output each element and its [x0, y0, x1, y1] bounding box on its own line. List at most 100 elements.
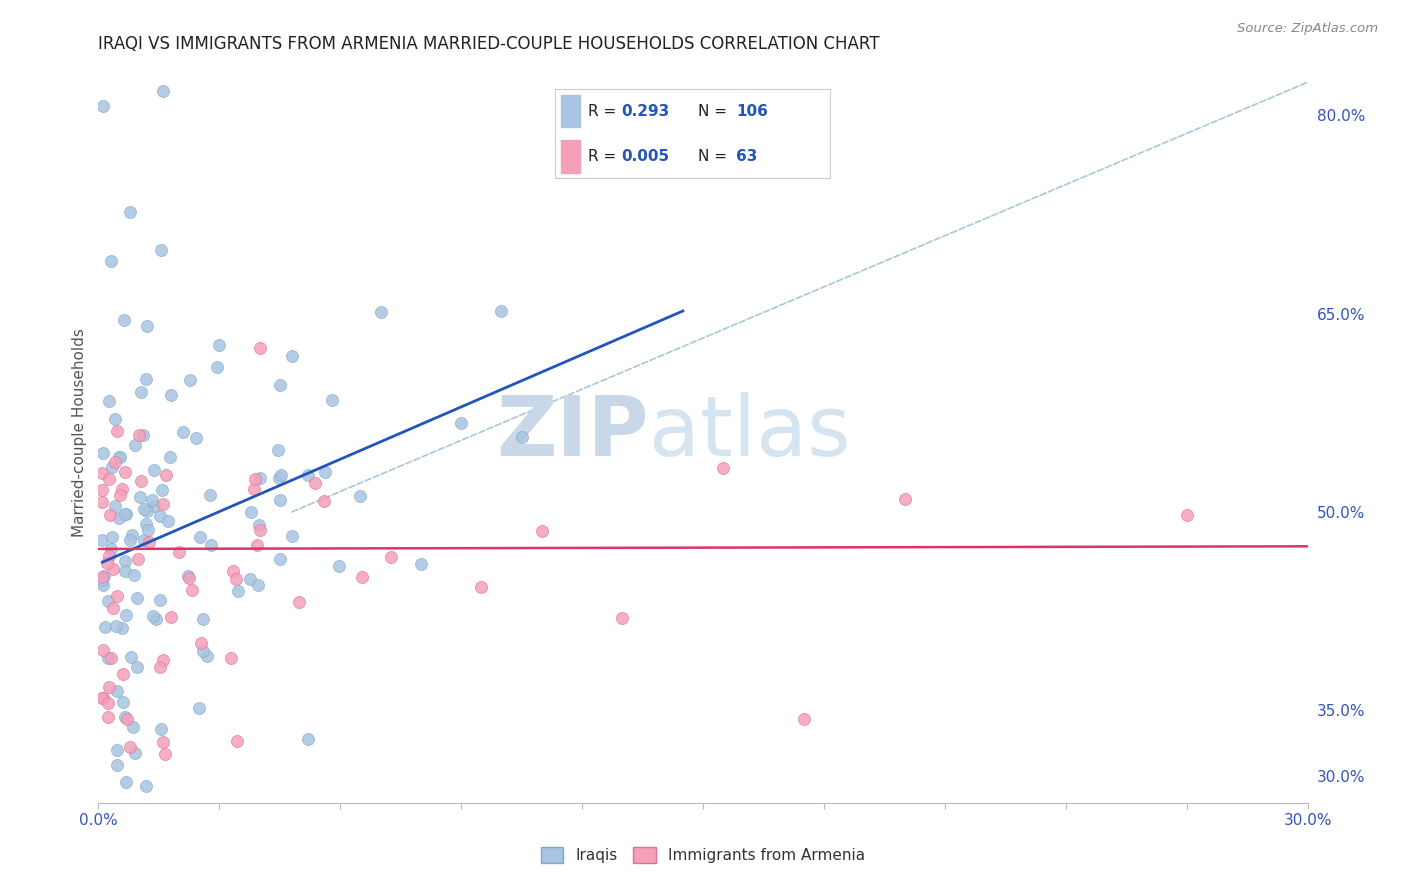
Point: [96, 557, 118, 571]
Point: [115, 608, 138, 623]
Point: [149, 509, 172, 524]
Point: [409, 557, 432, 571]
Point: [149, 244, 172, 258]
Point: [200, 538, 222, 552]
Point: [159, 450, 181, 464]
Point: [91, 99, 114, 113]
Point: [179, 373, 201, 387]
Text: ZIP: ZIP: [496, 392, 648, 473]
Point: [191, 644, 214, 658]
Point: [127, 551, 149, 566]
Point: [111, 483, 134, 497]
Point: [267, 442, 290, 457]
Text: 0.293: 0.293: [621, 104, 669, 119]
Point: [269, 493, 291, 508]
Point: [97, 593, 120, 607]
Point: [155, 468, 177, 483]
Point: [124, 746, 146, 760]
Point: [114, 554, 136, 568]
Point: [114, 564, 136, 578]
Point: [352, 569, 374, 583]
Text: Source: ZipAtlas.com: Source: ZipAtlas.com: [1237, 22, 1378, 36]
Point: [142, 609, 165, 624]
Point: [101, 530, 124, 544]
Point: [281, 529, 304, 543]
Text: 63: 63: [737, 149, 758, 163]
Point: [149, 593, 172, 607]
Bar: [561, 140, 581, 173]
Point: [169, 545, 191, 559]
Point: [136, 318, 159, 333]
Point: [269, 378, 291, 392]
Point: [188, 529, 211, 543]
Point: [157, 515, 180, 529]
Point: [239, 505, 262, 519]
Point: [297, 732, 319, 747]
Point: [91, 690, 114, 705]
Point: [150, 483, 173, 497]
Point: [91, 642, 114, 657]
Point: [491, 304, 513, 318]
Text: R =: R =: [588, 104, 616, 119]
Point: [107, 450, 129, 464]
Point: [122, 568, 145, 582]
Point: [247, 578, 270, 592]
Point: [142, 463, 165, 477]
Point: [281, 349, 304, 363]
Point: [297, 467, 319, 482]
Point: [114, 710, 136, 724]
Point: [247, 518, 270, 533]
Point: [128, 490, 150, 504]
Point: [100, 253, 122, 268]
Point: [115, 712, 138, 726]
Point: [149, 660, 172, 674]
Point: [152, 734, 174, 748]
Point: [104, 619, 127, 633]
Point: [91, 690, 114, 705]
Point: [793, 712, 815, 726]
Point: [135, 516, 157, 531]
Point: [328, 559, 350, 574]
Point: [91, 446, 114, 460]
Point: [91, 495, 114, 509]
Point: [226, 584, 249, 599]
Point: [530, 524, 553, 539]
Point: [221, 564, 243, 578]
Point: [195, 648, 218, 663]
Point: [135, 372, 157, 386]
Point: [269, 552, 291, 566]
Bar: [561, 95, 581, 127]
Point: [267, 471, 290, 485]
Point: [159, 388, 181, 402]
Point: [107, 511, 129, 525]
Point: [287, 594, 309, 608]
Point: [135, 779, 157, 793]
Point: [108, 450, 131, 465]
Point: [91, 574, 114, 588]
Point: [225, 572, 247, 586]
Text: N =: N =: [697, 104, 727, 119]
Point: [98, 472, 121, 486]
Point: [105, 743, 128, 757]
Point: [711, 461, 734, 475]
Point: [450, 417, 472, 431]
Text: 106: 106: [737, 104, 768, 119]
Point: [135, 504, 157, 518]
Point: [141, 493, 163, 508]
Point: [152, 497, 174, 511]
Point: [249, 471, 271, 485]
Point: [120, 533, 142, 547]
Point: [243, 482, 266, 496]
Point: [104, 455, 127, 469]
Point: [160, 610, 183, 624]
Point: [152, 84, 174, 98]
Text: 0.005: 0.005: [621, 149, 669, 163]
Point: [134, 501, 156, 516]
Point: [115, 775, 138, 789]
Point: [246, 538, 269, 552]
Point: [349, 490, 371, 504]
Point: [91, 466, 114, 480]
Point: [124, 437, 146, 451]
Point: [98, 508, 121, 523]
Point: [118, 739, 141, 754]
